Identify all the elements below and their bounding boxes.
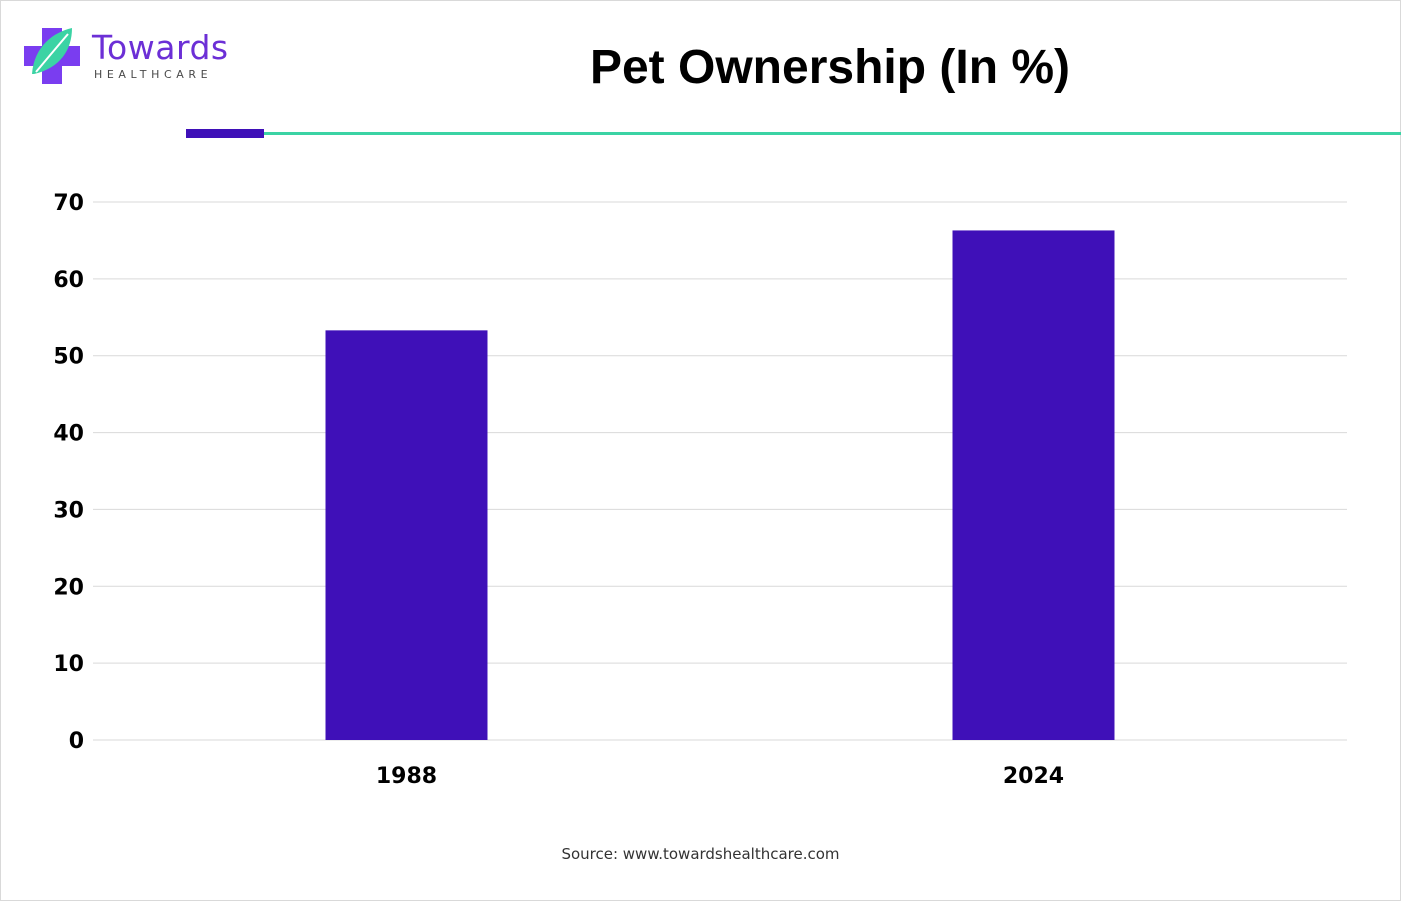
brand-logo: Towards HEALTHCARE bbox=[22, 24, 242, 88]
bar-2024 bbox=[952, 230, 1115, 741]
y-tick-label: 50 bbox=[53, 345, 84, 370]
y-tick-label: 30 bbox=[53, 498, 84, 523]
plus-leaf-logo-icon bbox=[24, 28, 80, 84]
y-tick-label: 70 bbox=[53, 191, 84, 216]
bar-1988 bbox=[325, 330, 488, 740]
title-rule-line bbox=[264, 132, 1401, 135]
chart-title: Pet Ownership (In %) bbox=[589, 41, 1071, 94]
title-rule-accent bbox=[186, 129, 264, 138]
x-category-label: 1988 bbox=[376, 764, 437, 789]
brand-subtitle: HEALTHCARE bbox=[94, 68, 213, 81]
y-tick-label: 20 bbox=[53, 575, 84, 600]
y-tick-label: 0 bbox=[69, 729, 84, 754]
y-tick-label: 10 bbox=[53, 652, 84, 677]
y-tick-label: 40 bbox=[53, 422, 84, 447]
x-category-label: 2024 bbox=[1003, 764, 1064, 789]
y-axis-ticks: 0 10 20 30 40 50 60 70 bbox=[53, 191, 84, 754]
source-note: Source: www.towardshealthcare.com bbox=[561, 845, 840, 863]
bars bbox=[325, 230, 1115, 741]
gridlines bbox=[93, 201, 1347, 741]
y-tick-label: 60 bbox=[53, 268, 84, 293]
brand-name: Towards bbox=[92, 28, 229, 67]
bar-chart: 0 10 20 30 40 50 60 70 1988 2024 bbox=[53, 191, 1347, 789]
x-axis-labels: 1988 2024 bbox=[376, 764, 1064, 789]
